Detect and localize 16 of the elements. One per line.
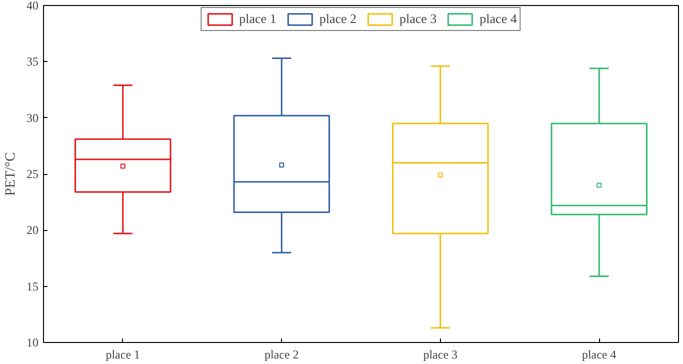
y-tick-label: 40 (26, 0, 38, 12)
y-tick-label: 20 (26, 223, 38, 238)
legend-label: place 1 (239, 11, 276, 27)
x-tick-label: place 2 (264, 348, 299, 362)
legend-label: place 4 (480, 11, 517, 27)
y-tick-label: 35 (26, 54, 38, 69)
legend-label: place 3 (400, 11, 437, 27)
y-tick-label: 25 (26, 167, 38, 181)
y-tick-label: 10 (26, 336, 38, 350)
y-tick-label: 15 (26, 279, 38, 294)
legend-label: place 2 (319, 11, 356, 27)
y-axis-title: PET/°C (4, 152, 18, 196)
x-tick-label: place 3 (423, 348, 458, 362)
x-tick-label: place 4 (582, 348, 616, 362)
y-tick-label: 30 (26, 110, 38, 125)
x-tick-label: place 1 (106, 348, 140, 362)
